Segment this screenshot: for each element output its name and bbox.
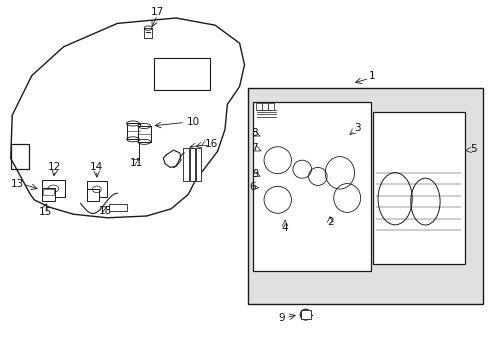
Text: 2: 2 (326, 217, 333, 228)
Text: 13: 13 (11, 179, 24, 189)
Bar (43, 189, 54, 195)
Bar (253, 102, 370, 271)
Bar (87, 189, 99, 201)
Text: 8: 8 (250, 128, 257, 138)
Bar (41, 188, 55, 201)
Text: 4: 4 (281, 222, 288, 233)
Text: 17: 17 (150, 6, 164, 17)
Bar (262, 103, 267, 110)
Bar (372, 112, 464, 264)
Text: 16: 16 (204, 139, 217, 149)
Text: 14: 14 (90, 162, 103, 172)
Bar (87, 181, 106, 197)
Text: 5: 5 (469, 144, 476, 154)
Bar (248, 88, 482, 304)
Text: 9: 9 (278, 312, 285, 323)
Bar (154, 58, 210, 90)
Bar (108, 204, 127, 211)
Bar (300, 310, 310, 319)
Text: 12: 12 (48, 162, 61, 172)
Bar (267, 103, 273, 110)
Text: 10: 10 (186, 117, 200, 127)
Text: 9: 9 (252, 168, 258, 179)
Bar (189, 148, 195, 181)
Bar (127, 123, 140, 139)
Bar (144, 28, 152, 38)
Bar (256, 103, 262, 110)
Bar (138, 126, 151, 142)
Text: 18: 18 (98, 206, 112, 216)
Bar (195, 148, 201, 181)
Text: 11: 11 (129, 158, 142, 168)
Text: 6: 6 (248, 182, 255, 192)
Bar (183, 148, 188, 181)
Text: 15: 15 (38, 207, 52, 217)
Text: 3: 3 (353, 123, 360, 133)
Bar (41, 180, 65, 197)
Text: 7: 7 (250, 143, 257, 153)
Text: 1: 1 (368, 71, 375, 81)
